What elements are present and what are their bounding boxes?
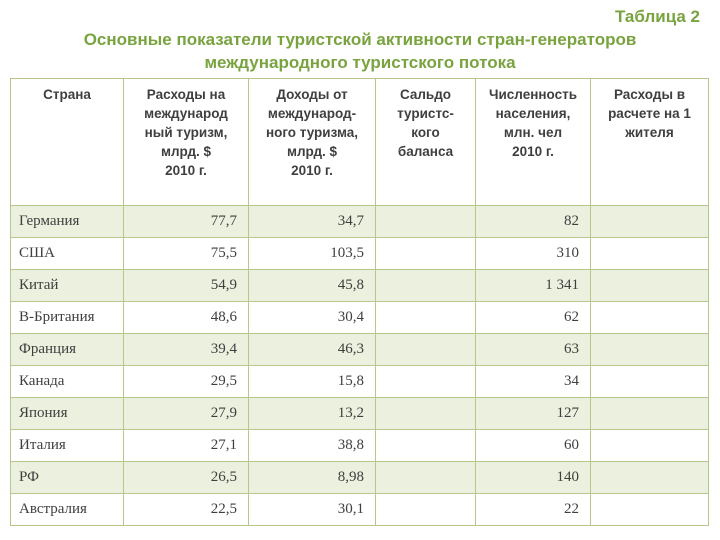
cell-population: 127 <box>475 397 591 430</box>
cell-population: 62 <box>475 301 591 334</box>
cell-per-capita <box>590 237 709 270</box>
cell-country: Франция <box>10 333 124 366</box>
table-row-germany: Германия 77,7 34,7 82 <box>10 205 709 238</box>
cell-income: 13,2 <box>248 397 376 430</box>
cell-saldo <box>375 333 476 366</box>
cell-country: Италия <box>10 429 124 462</box>
cell-saldo <box>375 205 476 238</box>
table-row-italy: Италия 27,1 38,8 60 <box>10 429 709 462</box>
cell-income: 15,8 <box>248 365 376 398</box>
cell-income: 30,4 <box>248 301 376 334</box>
cell-country: Германия <box>10 205 124 238</box>
cell-saldo <box>375 269 476 302</box>
cell-saldo <box>375 429 476 462</box>
cell-population: 34 <box>475 365 591 398</box>
cell-expenses: 54,9 <box>123 269 249 302</box>
cell-saldo <box>375 237 476 270</box>
cell-country: Китай <box>10 269 124 302</box>
cell-saldo <box>375 493 476 526</box>
column-header-per-capita: Расходы в расчете на 1 жителя <box>590 78 709 206</box>
cell-population: 310 <box>475 237 591 270</box>
cell-country: Канада <box>10 365 124 398</box>
table-header-row: Страна Расходы на международ ный туризм,… <box>10 78 709 206</box>
cell-income: 34,7 <box>248 205 376 238</box>
cell-population: 22 <box>475 493 591 526</box>
cell-country: РФ <box>10 461 124 494</box>
page-title-line2: международного туристского потока <box>204 53 516 72</box>
column-header-population: Численность населения, млн. чел 2010 г. <box>475 78 591 206</box>
table-row-britain: В-Британия 48,6 30,4 62 <box>10 301 709 334</box>
cell-population: 1 341 <box>475 269 591 302</box>
table-row-russia: РФ 26,5 8,98 140 <box>10 461 709 494</box>
cell-per-capita <box>590 365 709 398</box>
cell-expenses: 27,1 <box>123 429 249 462</box>
cell-expenses: 22,5 <box>123 493 249 526</box>
table-row-canada: Канада 29,5 15,8 34 <box>10 365 709 398</box>
cell-income: 46,3 <box>248 333 376 366</box>
cell-income: 8,98 <box>248 461 376 494</box>
cell-population: 140 <box>475 461 591 494</box>
cell-population: 63 <box>475 333 591 366</box>
column-header-balance: Сальдо туристс- кого баланса <box>375 78 476 206</box>
page-title-line1: Основные показатели туристской активност… <box>83 30 637 49</box>
cell-saldo <box>375 365 476 398</box>
cell-population: 82 <box>475 205 591 238</box>
column-header-country: Страна <box>10 78 124 206</box>
cell-per-capita <box>590 333 709 366</box>
cell-expenses: 39,4 <box>123 333 249 366</box>
cell-expenses: 29,5 <box>123 365 249 398</box>
table-row-china: Китай 54,9 45,8 1 341 <box>10 269 709 302</box>
tourism-indicators-table: Страна Расходы на международ ный туризм,… <box>10 78 709 526</box>
column-header-expenses: Расходы на международ ный туризм, млрд. … <box>123 78 249 206</box>
cell-per-capita <box>590 397 709 430</box>
cell-country: Япония <box>10 397 124 430</box>
cell-expenses: 27,9 <box>123 397 249 430</box>
cell-per-capita <box>590 205 709 238</box>
cell-per-capita <box>590 429 709 462</box>
table-row-usa: США 75,5 103,5 310 <box>10 237 709 270</box>
cell-income: 103,5 <box>248 237 376 270</box>
cell-saldo <box>375 397 476 430</box>
cell-country: В-Британия <box>10 301 124 334</box>
cell-expenses: 26,5 <box>123 461 249 494</box>
cell-expenses: 75,5 <box>123 237 249 270</box>
cell-income: 45,8 <box>248 269 376 302</box>
cell-population: 60 <box>475 429 591 462</box>
cell-expenses: 77,7 <box>123 205 249 238</box>
cell-income: 38,8 <box>248 429 376 462</box>
column-header-income: Доходы от международ- ного туризма, млрд… <box>248 78 376 206</box>
table-body: Германия 77,7 34,7 82 США 75,5 103,5 310… <box>10 205 709 526</box>
cell-income: 30,1 <box>248 493 376 526</box>
table-row-france: Франция 39,4 46,3 63 <box>10 333 709 366</box>
table-caption: Таблица 2 <box>614 7 700 26</box>
cell-per-capita <box>590 269 709 302</box>
cell-expenses: 48,6 <box>123 301 249 334</box>
table-row-australia: Австралия 22,5 30,1 22 <box>10 493 709 526</box>
cell-saldo <box>375 301 476 334</box>
table-row-japan: Япония 27,9 13,2 127 <box>10 397 709 430</box>
cell-per-capita <box>590 493 709 526</box>
cell-country: США <box>10 237 124 270</box>
cell-saldo <box>375 461 476 494</box>
cell-per-capita <box>590 461 709 494</box>
cell-country: Австралия <box>10 493 124 526</box>
cell-per-capita <box>590 301 709 334</box>
